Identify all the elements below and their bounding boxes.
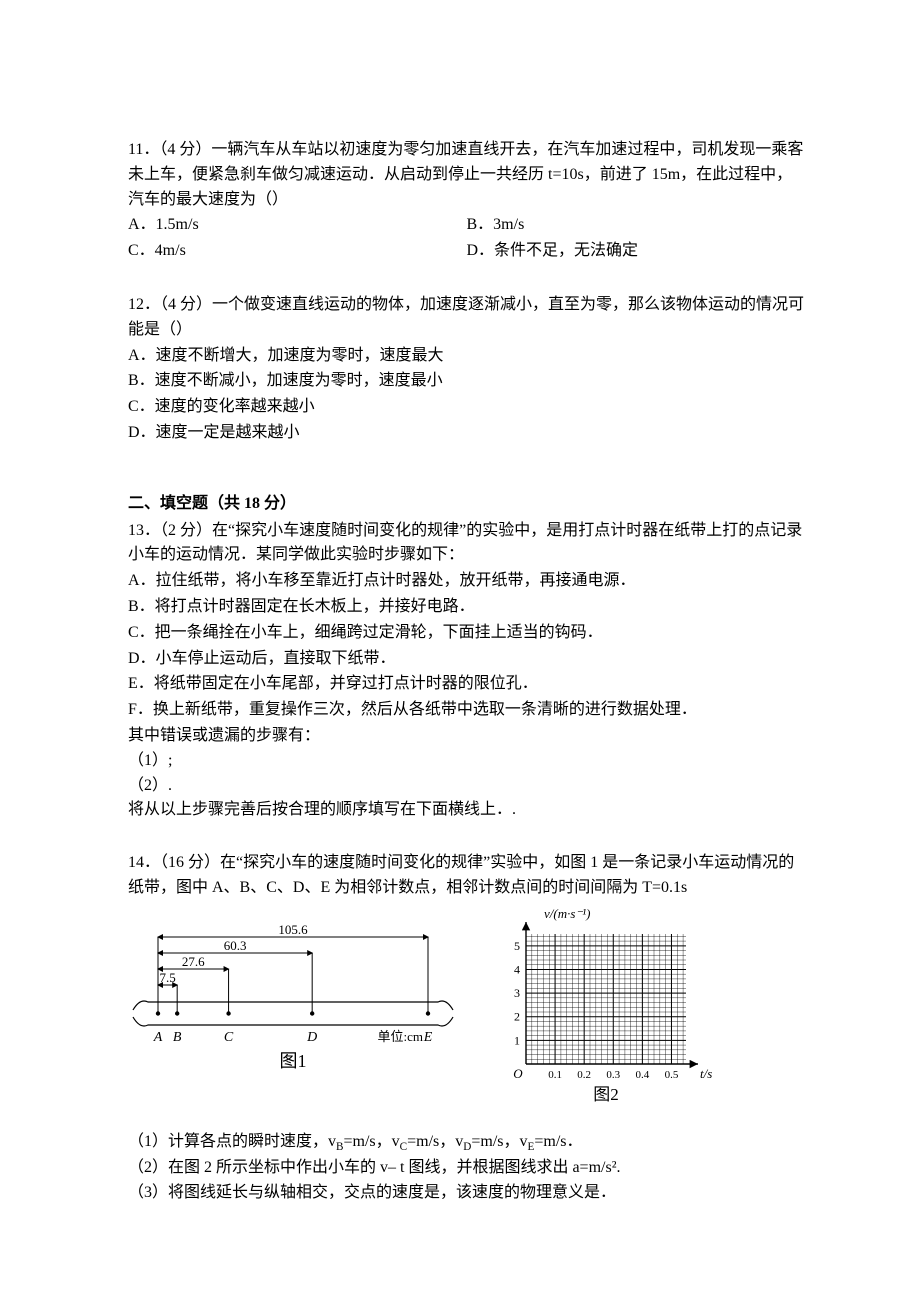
svg-text:E: E [423,1030,433,1045]
q11-choice-c: C．4m/s [128,239,467,264]
q12-choice-a: A．速度不断增大，加速度为零时，速度最大 [128,344,805,369]
q13-step-a: A．拉住纸带，将小车移至靠近打点计时器处，放开纸带，再接通电源． [128,569,805,594]
figure-1-tape: AB C D E 7.5 27.6 60.3 105.6 单位:cm 图1 [128,907,458,1077]
svg-text:7.5: 7.5 [159,970,175,985]
q12-choice-c: C．速度的变化率越来越小 [128,395,805,420]
svg-text:27.6: 27.6 [182,954,205,969]
q11-stem: 11．（4 分）一辆汽车从车站以初速度为零匀加速直线开去，在汽车加速过程中，司机… [128,138,805,212]
q13-step-f: F．换上新纸带，重复操作三次，然后从各纸带中选取一条清晰的进行数据处理． [128,698,805,723]
figure-2-grid: 0.1 0.2 0.3 0.4 0.5 1 2 3 4 5 Ov/(m·s⁻¹) t/s 图2 [486,907,716,1120]
svg-text:4: 4 [514,962,520,976]
q12-choice-d: D．速度一定是越来越小 [128,421,805,446]
q11-choice-b: B．3m/s [467,213,806,238]
q13-step-e: E．将纸带固定在小车尾部，并穿过打点计时器的限位孔． [128,672,805,697]
svg-text:v/(m·s⁻¹): v/(m·s⁻¹) [544,907,591,921]
svg-text:60.3: 60.3 [224,938,247,953]
svg-text:O: O [513,1066,523,1081]
q13-step-d: D．小车停止运动后，直接取下纸带． [128,647,805,672]
svg-text:C: C [224,1030,234,1045]
question-14: 14．（16 分）在“探究小车的速度随时间变化的规律”实验中，如图 1 是一条记… [128,851,805,1206]
sub-c: C [400,1141,407,1153]
q13-step-c: C．把一条绳拴在小车上，细绳跨过定滑轮，下面挂上适当的钩码． [128,621,805,646]
svg-text:0.3: 0.3 [606,1069,620,1081]
q13-stem: 13．（2 分）在“探究小车速度随时间变化的规律”的实验中，是用打点计时器在纸带… [128,519,805,569]
svg-text:单位:cm: 单位:cm [378,1029,424,1044]
q14-part-3: （3）将图线延长与纵轴相交，交点的速度是，该速度的物理意义是． [128,1181,805,1206]
svg-text:2: 2 [514,1009,520,1023]
svg-text:t/s: t/s [700,1066,712,1081]
section-2-title: 二、填空题（共 18 分） [128,492,805,517]
q13-step-b: B．将打点计时器固定在长木板上，并接好电路． [128,595,805,620]
svg-text:5: 5 [514,939,520,953]
q14-p1-m1: =m/s，v [343,1133,399,1150]
q13-blank-1: （1）; [128,749,805,774]
q14-p1-end: =m/s． [534,1133,582,1150]
svg-text:1: 1 [514,1033,520,1047]
q14-p1-m2: =m/s，v [407,1133,463,1150]
svg-text:图1: 图1 [280,1051,307,1071]
q14-stem: 14．（16 分）在“探究小车的速度随时间变化的规律”实验中，如图 1 是一条记… [128,851,805,901]
q11-choices: A．1.5m/s C．4m/s B．3m/s D．条件不足，无法确定 [128,212,805,265]
q14-part-1: （1）计算各点的瞬时速度，vB=m/s，vC=m/s，vD=m/s，vE=m/s… [128,1130,805,1157]
q11-choice-a: A．1.5m/s [128,213,467,238]
svg-text:0.5: 0.5 [665,1069,679,1081]
svg-text:3: 3 [514,986,520,1000]
svg-text:0.2: 0.2 [577,1069,591,1081]
question-11: 11．（4 分）一辆汽车从车站以初速度为零匀加速直线开去，在汽车加速过程中，司机… [128,138,805,265]
question-13: 13．（2 分）在“探究小车速度随时间变化的规律”的实验中，是用打点计时器在纸带… [128,519,805,824]
q12-choice-b: B．速度不断减小，加速度为零时，速度最小 [128,369,805,394]
q12-stem: 12．（4 分）一个做变速直线运动的物体，加速度逐渐减小，直至为零，那么该物体运… [128,293,805,343]
page: 11．（4 分）一辆汽车从车站以初速度为零匀加速直线开去，在汽车加速过程中，司机… [0,0,920,1294]
svg-text:0.4: 0.4 [635,1069,649,1081]
svg-text:A: A [153,1030,163,1045]
svg-text:0.1: 0.1 [548,1069,562,1081]
q11-choice-d: D．条件不足，无法确定 [467,239,806,264]
q14-figures: ABCDE7.527.660.3105.6单位:cm图1 0.10.20.30.… [128,907,805,1120]
q13-blank-2: （2）. [128,774,805,799]
svg-text:105.6: 105.6 [278,922,308,937]
q14-part-2: （2）在图 2 所示坐标中作出小车的 v– t 图线，并根据图线求出 a=m/s… [128,1156,805,1181]
q13-tail: 其中错误或遗漏的步骤有： [128,724,805,749]
question-12: 12．（4 分）一个做变速直线运动的物体，加速度逐渐减小，直至为零，那么该物体运… [128,293,805,446]
q13-order: 将从以上步骤完善后按合理的顺序填写在下面横线上．. [128,798,805,823]
svg-text:D: D [306,1030,317,1045]
svg-text:图2: 图2 [593,1085,619,1104]
svg-text:B: B [173,1030,182,1045]
q14-p1-pre: （1）计算各点的瞬时速度，v [128,1133,336,1150]
q14-p1-m3: =m/s，v [471,1133,527,1150]
